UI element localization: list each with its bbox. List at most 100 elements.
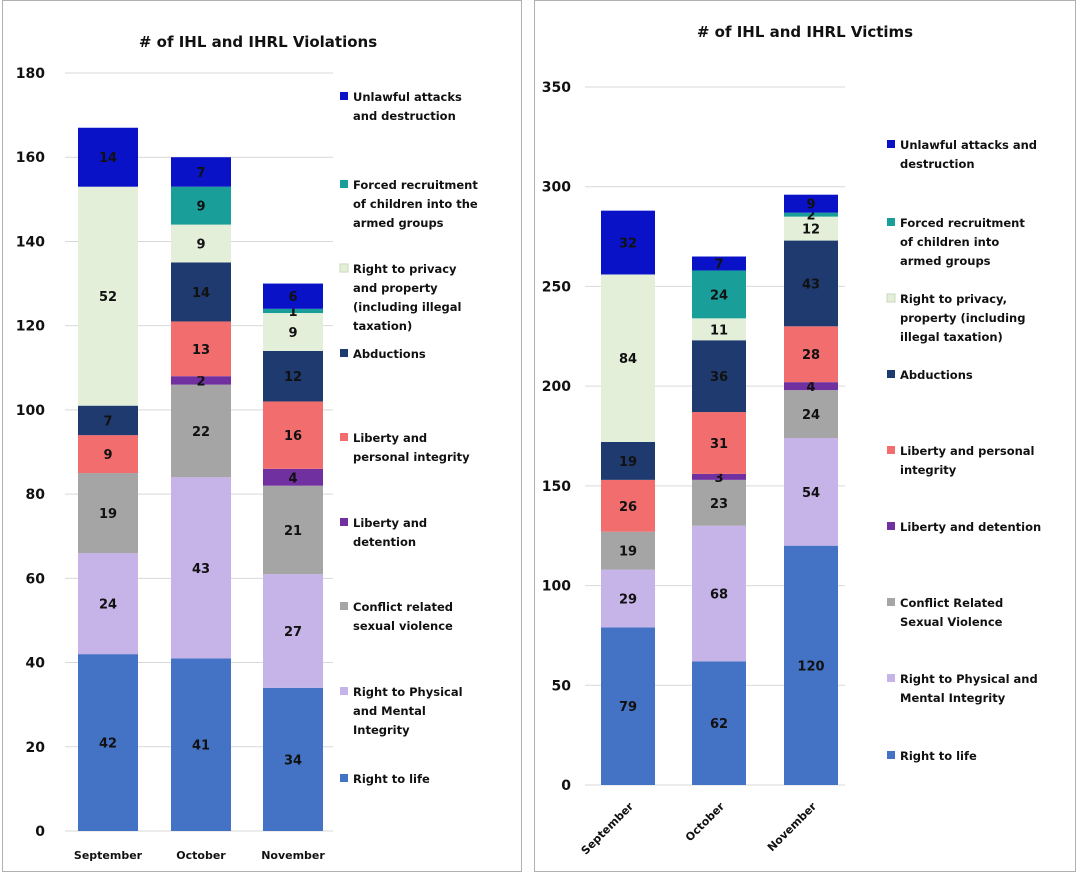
bar-segment-abductions-november: [263, 350, 323, 402]
data-label: 12: [802, 223, 820, 238]
legend-swatch: [886, 293, 896, 303]
bar-segment-right-to-physical-and-mental-integrity-september: [78, 553, 138, 655]
legend-swatch: [339, 263, 349, 273]
data-label: 14: [99, 151, 117, 166]
legend-label: Sexual Violence: [900, 615, 1003, 629]
legend-swatch: [887, 446, 895, 454]
legend-swatch: [340, 518, 348, 526]
data-label: 9: [288, 326, 297, 341]
x-tick-label: October: [683, 800, 728, 845]
chart-title: # of IHL and IHRL Victims: [697, 23, 913, 41]
bar-segment-unlawful-attacks-and-destruction-october: [692, 256, 746, 271]
y-tick-label: 180: [16, 66, 45, 82]
data-label: 120: [797, 659, 824, 674]
legend-label: Mental Integrity: [900, 691, 1006, 705]
bar-segment-unlawful-attacks-and-destruction-october: [171, 157, 231, 187]
bar-segment-right-to-life-october: [171, 658, 231, 831]
bar-segment-right-to-life-september: [601, 627, 655, 785]
data-label: 28: [802, 348, 820, 363]
data-label: 2: [806, 209, 815, 224]
bar-segment-abductions-september: [78, 405, 138, 436]
bar-segment-right-to-life-september: [78, 654, 138, 831]
bar-segment-conflict-related-sexual-violence-october: [171, 384, 231, 478]
bar-segment-right-to-life-november: [784, 545, 838, 785]
legend-label: Integrity: [353, 723, 410, 737]
data-label: 36: [710, 370, 728, 385]
legend-swatch: [340, 687, 348, 695]
y-tick-label: 300: [542, 180, 571, 196]
legend-swatch: [887, 140, 895, 148]
legend-label: Right to Physical and: [900, 672, 1038, 686]
data-label: 24: [710, 288, 728, 303]
bar-segment-right-to-physical-and-mental-integrity-september: [601, 569, 655, 628]
bar-segment-liberty-and-personal-integrity-september: [78, 435, 138, 474]
legend-label: Conflict related: [353, 600, 453, 614]
bar-segment-conflict-related-sexual-violence-october: [692, 479, 746, 526]
bar-segment-unlawful-attacks-and-destruction-november: [263, 283, 323, 309]
bar-segment-liberty-and-detention-november: [263, 468, 323, 486]
y-tick-label: 150: [542, 479, 571, 495]
data-label: 43: [802, 277, 820, 292]
legend-label: destruction: [900, 157, 975, 171]
data-label: 41: [192, 739, 210, 754]
data-label: 32: [619, 237, 637, 252]
legend-label: of children into: [900, 235, 999, 249]
bar-segment-liberty-and-personal-integrity-september: [601, 479, 655, 532]
y-tick-label: 100: [542, 579, 571, 595]
y-tick-label: 160: [16, 150, 45, 166]
data-label: 9: [806, 198, 815, 213]
data-label: 24: [99, 598, 117, 613]
data-label: 54: [802, 486, 820, 501]
legend-label: and Mental: [353, 704, 426, 718]
legend-label: Liberty and personal: [900, 444, 1035, 458]
legend-label: Unlawful attacks: [353, 90, 462, 104]
data-label: 2: [196, 374, 205, 389]
bar-segment-right-to-privacy-property-including-illegal-taxation-november: [784, 216, 838, 241]
data-label: 9: [103, 448, 112, 463]
data-label: 62: [710, 717, 728, 732]
x-tick-label: October: [176, 849, 226, 862]
y-tick-label: 250: [542, 279, 571, 295]
data-label: 42: [99, 737, 117, 752]
bar-segment-abductions-september: [601, 441, 655, 480]
x-tick-label: November: [765, 800, 820, 855]
legend-swatch: [340, 774, 348, 782]
bar-segment-right-to-privacy-and-property-including-illegal-taxation-november: [263, 313, 323, 351]
data-label: 29: [619, 593, 637, 608]
data-label: 24: [802, 408, 820, 423]
legend-label: of children into the: [353, 197, 478, 211]
legend-label: property (including: [900, 311, 1025, 325]
legend-label: personal integrity: [353, 450, 470, 464]
y-tick-label: 120: [16, 319, 45, 335]
bar-segment-conflict-related-sexual-violence-september: [601, 531, 655, 570]
bar-segment-right-to-privacy-and-property-including-illegal-taxation-september: [78, 186, 138, 406]
legend-swatch: [887, 674, 895, 682]
x-tick-label: September: [579, 800, 637, 858]
data-label: 52: [99, 290, 117, 305]
data-label: 7: [714, 257, 723, 272]
legend-label: Right to privacy: [353, 262, 457, 276]
data-label: 26: [619, 500, 637, 515]
y-tick-label: 200: [542, 379, 571, 395]
bar-segment-conflict-related-sexual-violence-september: [78, 473, 138, 554]
x-tick-label: November: [261, 849, 325, 862]
bar-segment-right-to-physical-and-mental-integrity-october: [692, 525, 746, 662]
data-label: 27: [284, 625, 302, 640]
legend-swatch: [340, 433, 348, 441]
data-label: 12: [284, 370, 302, 385]
legend-label: Liberty and: [353, 516, 427, 530]
data-label: 4: [806, 380, 815, 395]
legend-label: illegal taxation): [900, 330, 1003, 344]
data-label: 22: [192, 425, 210, 440]
data-label: 23: [710, 497, 728, 512]
data-label: 19: [619, 545, 637, 560]
data-label: 6: [288, 290, 297, 305]
data-label: 31: [710, 437, 728, 452]
bar-segment-conflict-related-sexual-violence-november: [784, 390, 838, 438]
bar-segment-right-to-privacy-property-including-illegal-taxation-september: [601, 274, 655, 442]
victims-chart: # of IHL and IHRL Victims 0 50 100 150 200 250…: [542, 23, 1041, 858]
y-tick-label: 80: [26, 487, 46, 503]
data-label: 14: [192, 286, 210, 301]
data-label: 1: [288, 305, 297, 320]
bar-segment-right-to-life-october: [692, 661, 746, 785]
